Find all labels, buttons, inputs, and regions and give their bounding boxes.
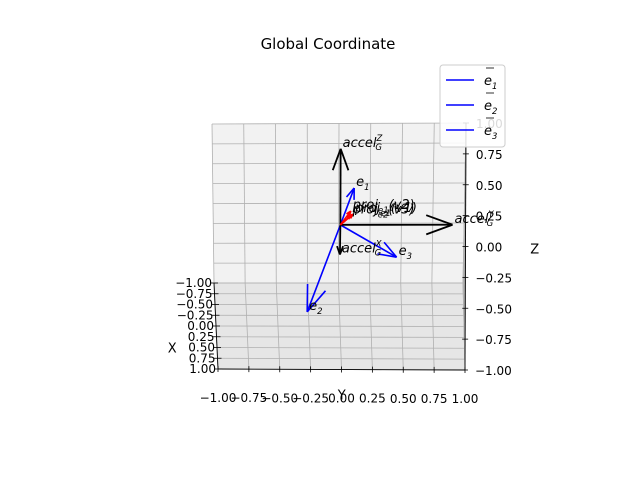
z-tick-label: −0.75: [475, 333, 512, 347]
chart-title: Global Coordinate: [261, 35, 396, 53]
z-tick-label: 0.00: [476, 241, 503, 255]
z-tick-label: −0.25: [475, 271, 512, 285]
y-tick-label: 0.50: [390, 392, 417, 406]
y-tick-label: 0.25: [359, 392, 386, 406]
z-tick-label: 0.50: [476, 179, 503, 193]
x-axis-label: X: [168, 341, 177, 356]
x-tick-label: 1.00: [189, 362, 216, 376]
z-tick-label: 0.75: [476, 148, 503, 162]
y-tick-label: 0.75: [421, 392, 448, 406]
gridline: [213, 203, 465, 204]
y-tick-label: −0.25: [292, 391, 329, 405]
z-axis-label: Z: [530, 243, 539, 258]
z-tick-label: −1.00: [475, 364, 512, 378]
z-tick-labels: −1.00−0.75−0.50−0.250.000.250.500.751.00: [462, 117, 512, 378]
y-axis-label: Y: [337, 388, 346, 403]
z-tick-label: −0.50: [475, 302, 512, 316]
y-tick-label: 1.00: [452, 392, 479, 406]
